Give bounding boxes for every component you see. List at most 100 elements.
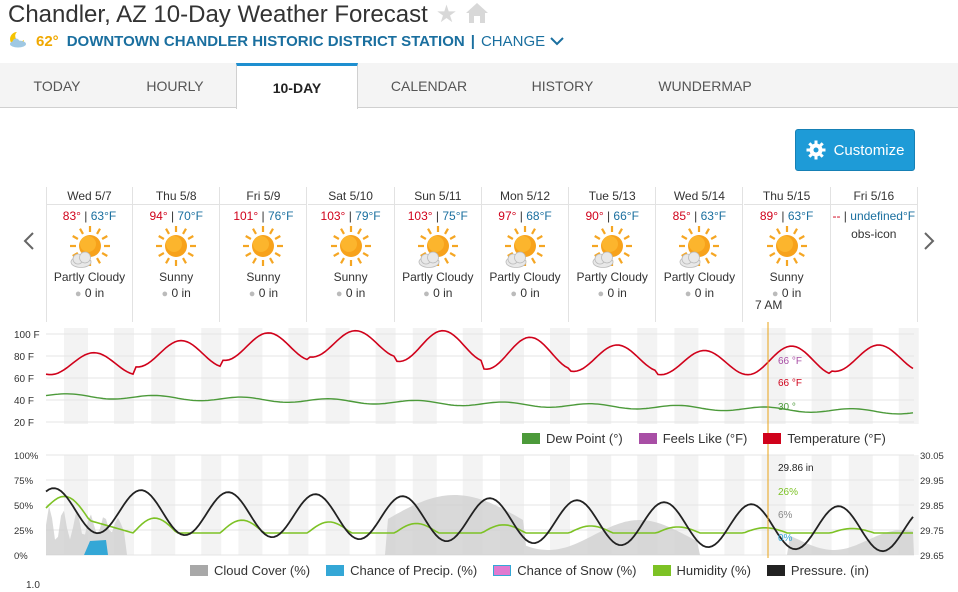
- raindrop-icon: ●: [597, 288, 605, 300]
- raindrop-icon: ●: [161, 288, 169, 300]
- tab-wundermap[interactable]: WUNDERMAP: [625, 63, 785, 108]
- day-column[interactable]: Sun 5/11 103° | 75°F Partly Cloudy ● 0 i…: [394, 187, 482, 322]
- night-band: [114, 328, 134, 424]
- customize-label: Customize: [833, 141, 905, 159]
- legend-humidity[interactable]: Humidity (%): [652, 563, 751, 578]
- raindrop-icon: ●: [510, 288, 517, 300]
- humidity-value: 26%: [778, 487, 798, 498]
- low-temp: undefined°F: [850, 209, 916, 223]
- legend-label: Feels Like (°F): [662, 431, 748, 446]
- high-temp: 103°: [320, 209, 346, 223]
- day-column[interactable]: Thu 5/15 89° | 63°F Sunny ● 0 in: [743, 187, 831, 322]
- raindrop-icon: ●: [684, 288, 692, 300]
- legend-label: Cloud Cover (%): [214, 563, 311, 578]
- raindrop-icon: ●: [74, 288, 82, 300]
- legend-chance-precip[interactable]: Chance of Precip. (%): [326, 563, 477, 578]
- precip-amount: 0 in: [607, 286, 627, 300]
- high-temp: 103°: [407, 209, 433, 223]
- sunny-icon: [744, 226, 830, 270]
- temperature-chart: 100 F 80 F 60 F 40 F 20 F 66 °F 66 °F 30 °: [14, 322, 919, 450]
- precipitation-legend: Cloud Cover (%) Chance of Precip. (%) Ch…: [174, 563, 869, 578]
- tab-history[interactable]: HISTORY: [500, 63, 625, 108]
- legend-dew-point[interactable]: Dew Point (°): [522, 431, 623, 446]
- legend-swatch: [763, 433, 782, 444]
- day-precip: ● 0 in: [133, 286, 219, 300]
- precip-amount: 0 in: [520, 286, 540, 300]
- tab-label: HOURLY: [146, 77, 204, 94]
- day-precip: ● 0 in: [308, 286, 394, 300]
- tab-label: CALENDAR: [390, 77, 468, 94]
- partly-cloudy-icon: [482, 226, 568, 270]
- tab-calendar[interactable]: CALENDAR: [358, 63, 500, 108]
- day-condition: Partly Cloudy: [663, 270, 736, 284]
- day-column[interactable]: Thu 5/8 94° | 70°F Sunny ● 0 in: [133, 187, 221, 322]
- night-band: [587, 328, 612, 424]
- night-band: [811, 328, 832, 424]
- precip-amount: 0 in: [345, 286, 366, 300]
- gear-icon: [806, 140, 826, 160]
- tab-today[interactable]: TODAY: [0, 63, 114, 108]
- change-label: CHANGE: [480, 32, 546, 50]
- day-precip: ● 0 in: [395, 286, 481, 300]
- day-column[interactable]: Fri 5/16 -- | undefined°F obs-icon: [830, 187, 918, 322]
- legend-temperature[interactable]: Temperature (°F): [763, 431, 886, 446]
- legend-feels-like[interactable]: Feels Like (°F): [638, 431, 748, 446]
- low-temp: 63°F: [90, 209, 117, 223]
- legend-pressure[interactable]: Pressure. (in): [766, 563, 869, 578]
- percent-y-tick: 25%: [14, 526, 34, 537]
- pressure-y-tick: 29.85: [920, 501, 944, 512]
- raindrop-icon: ●: [423, 288, 430, 300]
- day-precip: ● 0 in: [656, 286, 742, 300]
- day-column[interactable]: Mon 5/12 97° | 68°F Partly Cloudy ● 0 in: [482, 187, 569, 322]
- night-band: [64, 328, 88, 424]
- night-band: [500, 328, 524, 424]
- legend-swatch: [326, 565, 345, 576]
- customize-button[interactable]: Customize: [795, 129, 915, 171]
- day-date: Sat 5/10: [307, 187, 394, 205]
- day-temps: 85° | 63°F: [672, 209, 727, 223]
- day-column[interactable]: Sat 5/10 103° | 79°F Sunny ● 0 in: [307, 187, 395, 322]
- legend-chance-snow[interactable]: Chance of Snow (%): [493, 563, 637, 578]
- station-row: 62° DOWNTOWN CHANDLER HISTORIC DISTRICT …: [8, 31, 565, 51]
- raindrop-icon: ●: [248, 288, 256, 300]
- temp-y-tick: 80 F: [14, 352, 34, 363]
- legend-label: Chance of Precip. (%): [350, 563, 478, 578]
- day-column[interactable]: Tue 5/13 90° | 66°F Partly Cloudy ● 0 in: [569, 187, 657, 322]
- partly-cloudy-icon: [569, 226, 655, 270]
- temp-y-tick: 20 F: [14, 418, 34, 429]
- pressure-y-tick: 30.05: [920, 451, 944, 462]
- change-station-button[interactable]: CHANGE: [481, 33, 565, 50]
- day-column[interactable]: Wed 5/14 85° | 63°F Partly Cloudy ● 0 in: [656, 187, 744, 322]
- day-condition: Partly Cloudy: [576, 270, 648, 284]
- legend-label: Pressure. (in): [790, 563, 869, 578]
- tab-hourly[interactable]: HOURLY: [114, 63, 236, 108]
- day-date: Fri 5/9: [220, 187, 307, 205]
- home-icon[interactable]: [465, 2, 489, 29]
- day-date: Wed 5/7: [47, 187, 132, 205]
- legend-cloud-cover[interactable]: Cloud Cover (%): [190, 563, 310, 578]
- tab-10-day[interactable]: 10-DAY: [236, 63, 358, 109]
- station-name[interactable]: DOWNTOWN CHANDLER HISTORIC DISTRICT STAT…: [66, 32, 465, 50]
- title-row: Chandler, AZ 10-Day Weather Forecast ★: [8, 0, 489, 30]
- sunny-icon: [220, 226, 306, 270]
- dew-point-value: 30 °: [778, 402, 796, 413]
- low-temp: 79°F: [355, 209, 381, 223]
- night-band: [637, 328, 658, 424]
- low-temp: 70°F: [177, 209, 203, 223]
- next-days-arrow-icon[interactable]: [922, 228, 936, 259]
- day-condition: Partly Cloudy: [489, 270, 561, 284]
- night-band: [325, 328, 350, 424]
- day-column[interactable]: Wed 5/7 83° | 63°F Partly Cloudy ● 0 in: [46, 187, 133, 322]
- day-column[interactable]: Fri 5/9 101° | 76°F Sunny ● 0 in: [220, 187, 308, 322]
- moon-cloud-icon: [8, 30, 30, 52]
- sunny-icon: [133, 226, 219, 270]
- previous-days-arrow-icon[interactable]: [22, 228, 36, 259]
- day-condition: Sunny: [159, 270, 194, 284]
- night-band: [898, 328, 919, 424]
- star-icon[interactable]: ★: [435, 1, 458, 28]
- page-title: Chandler, AZ 10-Day Weather Forecast: [8, 1, 428, 28]
- day-condition: Sunny: [769, 270, 804, 284]
- day-condition: Sunny: [333, 270, 368, 284]
- high-temp: 97°: [498, 209, 517, 223]
- day-condition: Sunny: [246, 270, 281, 284]
